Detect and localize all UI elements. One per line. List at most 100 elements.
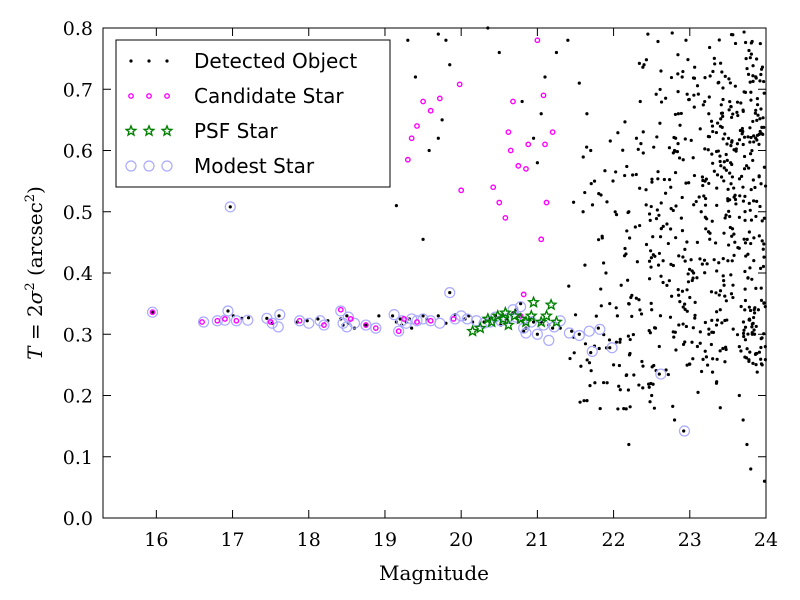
data-point	[727, 209, 731, 213]
data-point	[674, 236, 678, 240]
data-point	[757, 132, 761, 136]
data-point	[676, 53, 680, 57]
data-point	[755, 96, 759, 101]
data-point	[605, 381, 609, 385]
data-point	[224, 201, 236, 213]
data-point	[150, 310, 155, 314]
y-label-sigma: σ	[23, 289, 47, 304]
data-point	[601, 380, 606, 385]
data-point	[608, 139, 612, 143]
x-tick-label: 21	[525, 529, 549, 551]
data-point	[699, 369, 704, 374]
data-point	[703, 76, 707, 80]
data-point	[683, 302, 687, 306]
data-point	[667, 177, 672, 182]
data-point	[703, 271, 707, 275]
data-point	[644, 58, 649, 62]
data-point	[743, 218, 747, 222]
data-point	[650, 393, 654, 398]
data-point	[507, 309, 522, 322]
data-point	[749, 241, 753, 246]
legend-marker	[142, 124, 156, 137]
data-point	[718, 406, 722, 410]
x-tick-label: 22	[601, 529, 625, 551]
data-point	[679, 111, 683, 116]
data-point	[628, 236, 632, 240]
data-point	[751, 119, 755, 124]
data-point	[730, 139, 734, 143]
data-point	[450, 316, 457, 322]
data-point	[748, 308, 753, 313]
data-point	[687, 181, 691, 185]
data-point	[748, 56, 752, 60]
data-point	[626, 334, 630, 338]
data-point	[759, 72, 763, 77]
data-point	[701, 357, 705, 361]
data-point	[641, 130, 645, 134]
data-point	[743, 338, 748, 342]
legend-label: Modest Star	[194, 154, 315, 178]
data-point	[316, 317, 320, 321]
data-point	[659, 201, 663, 205]
data-point	[413, 75, 418, 79]
data-point	[689, 138, 693, 143]
data-point	[703, 349, 707, 353]
data-point	[410, 326, 414, 330]
data-point	[658, 235, 663, 239]
data-point	[743, 269, 747, 274]
data-point	[669, 227, 673, 231]
data-point	[686, 272, 690, 276]
data-point	[641, 364, 645, 368]
data-point	[719, 103, 723, 107]
data-point	[577, 81, 581, 85]
data-point	[669, 75, 674, 80]
data-point	[228, 205, 232, 209]
data-point	[594, 323, 606, 335]
data-point	[658, 121, 662, 125]
data-point	[740, 126, 744, 131]
data-point	[756, 113, 760, 117]
data-point	[658, 87, 662, 92]
data-point	[754, 214, 758, 219]
data-point	[272, 321, 284, 333]
data-point	[709, 342, 713, 347]
data-point	[618, 388, 622, 392]
data-point	[693, 316, 697, 320]
data-point	[683, 307, 687, 312]
data-point	[394, 204, 398, 208]
data-point	[708, 45, 712, 50]
legend-label: PSF Star	[194, 119, 278, 143]
data-point	[711, 129, 715, 134]
data-point	[758, 129, 762, 134]
legend-item: PSF Star	[124, 119, 278, 143]
data-point	[568, 356, 572, 361]
data-point	[746, 276, 750, 280]
data-point	[732, 232, 736, 236]
data-point	[741, 320, 746, 324]
data-point	[639, 312, 644, 316]
data-point	[757, 142, 761, 146]
data-point	[707, 181, 711, 186]
data-point	[585, 112, 589, 116]
data-point	[501, 318, 515, 331]
data-point	[364, 323, 368, 327]
data-point	[728, 81, 732, 85]
data-point	[693, 313, 697, 317]
legend-item: Detected Object	[129, 49, 357, 73]
data-point	[370, 322, 382, 334]
data-point	[749, 218, 754, 222]
data-point	[629, 295, 633, 300]
data-point	[266, 317, 278, 329]
data-point	[577, 332, 581, 336]
data-point	[724, 213, 728, 217]
data-point	[762, 216, 766, 220]
data-point	[747, 305, 751, 309]
data-point	[683, 137, 687, 141]
data-point	[686, 58, 690, 62]
data-point	[649, 381, 653, 386]
legend-marker	[143, 160, 155, 172]
data-point	[747, 166, 751, 170]
data-point	[760, 239, 764, 243]
data-point	[395, 328, 402, 335]
data-point	[602, 261, 606, 265]
